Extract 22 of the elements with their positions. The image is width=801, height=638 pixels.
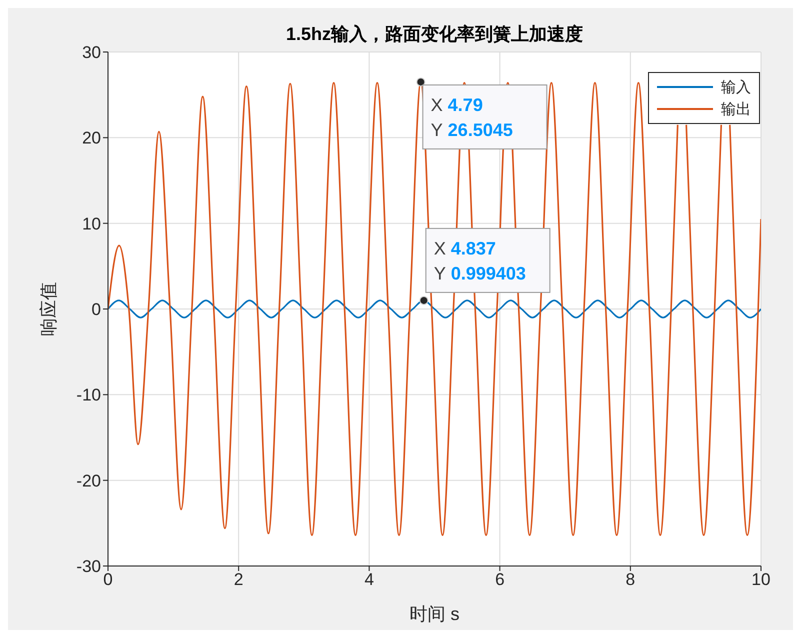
legend-label: 输入 <box>721 78 751 96</box>
annotation: X 4.837 Y 0.999403 <box>434 238 526 284</box>
y-tick-label: 0 <box>92 300 101 320</box>
y-tick-label: 20 <box>82 128 101 148</box>
chart-title: 1.5hz输入，路面变化率到簧上加速度 <box>284 23 584 46</box>
x-tick-label: 8 <box>626 570 636 590</box>
y-tick-label: 10 <box>82 214 101 234</box>
annotation: X 4.79 Y 26.5045 <box>430 94 513 140</box>
datatip: X 4.837 Y 0.999403 <box>425 228 550 293</box>
x-tick-label: 6 <box>495 570 505 590</box>
legend-label: 输出 <box>721 100 751 118</box>
x-tick-label: 2 <box>234 570 244 590</box>
y-tick-label: -20 <box>76 471 101 490</box>
x-tick-label: 0 <box>103 570 113 590</box>
y-axis-title: 响应值 <box>38 282 58 336</box>
datatip: X 4.79 Y 26.5045 <box>422 84 548 150</box>
y-tick-label: 30 <box>82 43 101 62</box>
x-tick-label: 4 <box>364 570 374 590</box>
x-axis-title: 时间 s <box>409 604 460 624</box>
x-tick-label: 10 <box>752 570 770 590</box>
y-tick-label: -30 <box>76 557 101 576</box>
y-tick-label: -10 <box>76 386 101 405</box>
